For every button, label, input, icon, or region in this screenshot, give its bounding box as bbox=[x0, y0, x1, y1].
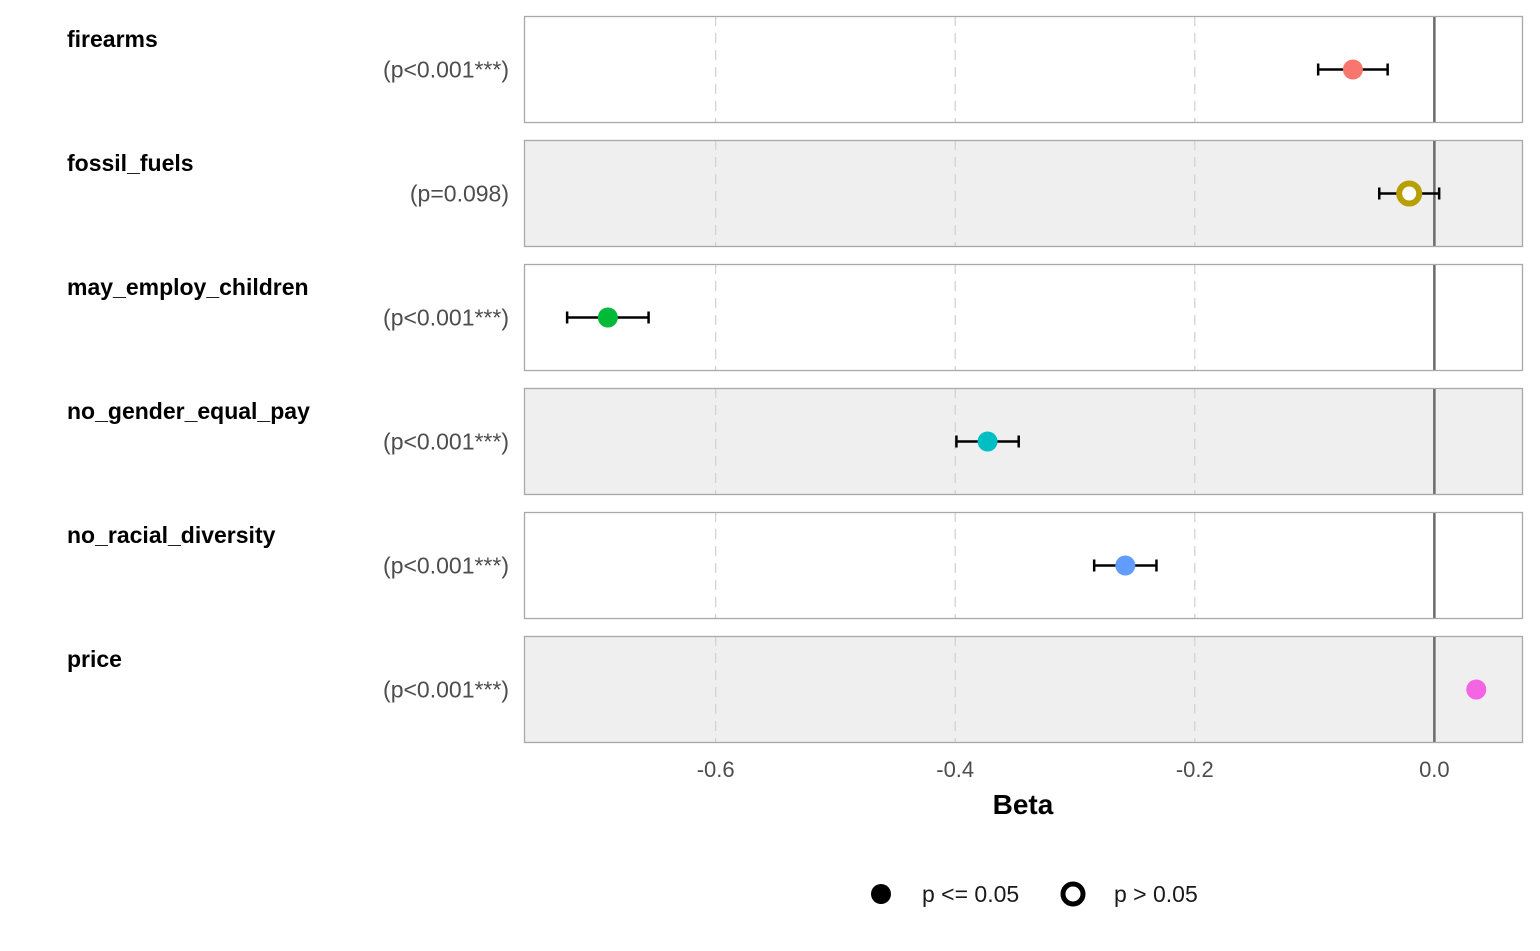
p-value-label-no_racial_diversity: (p<0.001***) bbox=[383, 553, 509, 579]
x-tick-label-0: -0.6 bbox=[697, 757, 735, 782]
p-value-label-firearms: (p<0.001***) bbox=[383, 57, 509, 83]
data-points bbox=[597, 59, 1487, 700]
row-borders bbox=[523, 15, 1524, 744]
legend-marker-hollow bbox=[1060, 881, 1086, 907]
row-border-2 bbox=[523, 263, 1524, 372]
row-label-no_racial_diversity: no_racial_diversity bbox=[67, 522, 276, 548]
row-band-3 bbox=[524, 388, 1523, 495]
row-band-1 bbox=[524, 140, 1523, 247]
row-band-5 bbox=[524, 636, 1523, 743]
point-no_gender_equal_pay bbox=[977, 431, 998, 452]
row-bands bbox=[524, 16, 1523, 743]
row-labels: firearms (p<0.001***) fossil_fuels (p=0.098… bbox=[67, 26, 509, 703]
row-border-3 bbox=[523, 387, 1524, 496]
x-tick-label-3: 0.0 bbox=[1419, 757, 1450, 782]
row-label-may_employ_children: may_employ_children bbox=[67, 274, 309, 300]
x-tick-label-2: -0.2 bbox=[1176, 757, 1214, 782]
legend-label-not-significant: p > 0.05 bbox=[1114, 881, 1198, 907]
grid-lines bbox=[715, 16, 1196, 743]
row-label-no_gender_equal_pay: no_gender_equal_pay bbox=[67, 398, 310, 424]
point-may_employ_children bbox=[597, 307, 618, 328]
row-border-5 bbox=[523, 635, 1524, 744]
legend-marker-filled bbox=[871, 884, 891, 904]
legend: p <= 0.05 p > 0.05 bbox=[871, 881, 1198, 907]
row-label-firearms: firearms bbox=[67, 26, 158, 52]
row-border-1 bbox=[523, 139, 1524, 248]
row-band-2 bbox=[524, 264, 1523, 371]
p-value-label-fossil_fuels: (p=0.098) bbox=[410, 181, 509, 207]
row-band-4 bbox=[524, 512, 1523, 619]
row-label-fossil_fuels: fossil_fuels bbox=[67, 150, 194, 176]
point-no_racial_diversity bbox=[1115, 555, 1136, 576]
point-price bbox=[1466, 679, 1487, 700]
row-border-4 bbox=[523, 511, 1524, 620]
legend-label-significant: p <= 0.05 bbox=[922, 881, 1019, 907]
p-value-label-may_employ_children: (p<0.001***) bbox=[383, 305, 509, 331]
p-value-label-price: (p<0.001***) bbox=[383, 677, 509, 703]
x-tick-label-1: -0.4 bbox=[936, 757, 974, 782]
p-value-label-no_gender_equal_pay: (p<0.001***) bbox=[383, 429, 509, 455]
x-axis-title: Beta bbox=[993, 789, 1054, 820]
x-axis-ticks: -0.6 -0.4 -0.2 0.0 bbox=[697, 757, 1450, 782]
point-fossil_fuels bbox=[1396, 180, 1423, 207]
row-border-0 bbox=[523, 15, 1524, 124]
point-firearms bbox=[1342, 59, 1363, 80]
row-label-price: price bbox=[67, 646, 122, 672]
